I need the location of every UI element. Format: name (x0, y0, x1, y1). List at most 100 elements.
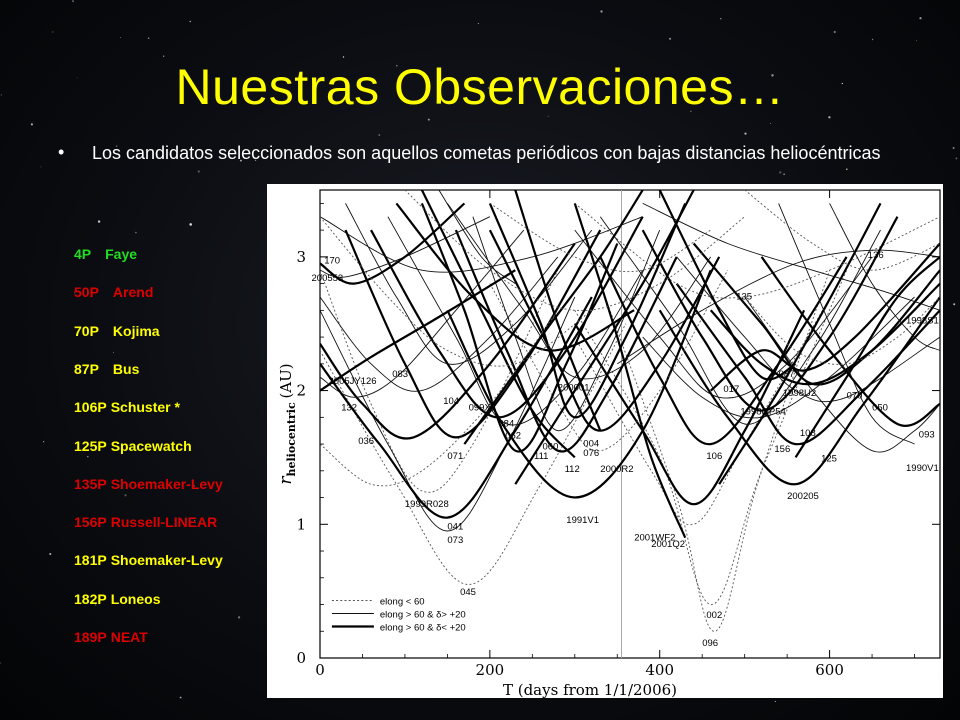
star (30, 123, 33, 126)
comet-curve (573, 309, 806, 506)
comet-curve (599, 256, 848, 446)
star (163, 55, 165, 57)
comet-curve (488, 202, 687, 419)
comet-curve (718, 202, 882, 485)
x-tick-label: 200 (476, 661, 505, 679)
comet-id: 182P (74, 590, 107, 607)
comet-label: 084 (498, 419, 514, 430)
comet-label: 062 (505, 431, 521, 442)
star (97, 220, 101, 223)
star (474, 87, 476, 89)
comet-curve (641, 216, 899, 412)
star (76, 77, 78, 79)
star (477, 23, 479, 25)
comet-name: Schuster * (110, 399, 180, 416)
comet-name: Bus (112, 360, 140, 377)
comet-id: 135P (74, 475, 107, 492)
comet-curve (489, 203, 711, 273)
comet-label: 2001WF2 (634, 532, 675, 543)
comet-id: 156P (74, 514, 107, 531)
star (779, 171, 782, 174)
comet-name: Shoemaker-Levy (110, 475, 223, 492)
comet-list-item: 87P Bus (74, 361, 139, 377)
star (396, 65, 398, 67)
star (342, 56, 345, 58)
comet-label: 002 (706, 610, 722, 621)
comet-curve (574, 283, 839, 526)
comet-curve (676, 256, 940, 403)
star (147, 37, 150, 40)
star (952, 147, 955, 149)
comet-curve (642, 202, 940, 311)
star (239, 159, 242, 162)
comet-curve (514, 190, 695, 485)
comet-label: 1999R028 (405, 499, 449, 510)
star (237, 616, 241, 619)
comet-curve (744, 190, 940, 271)
comet-label: 104 (443, 396, 459, 407)
comet-curve (675, 282, 940, 446)
comet-curve (320, 256, 559, 392)
plot-frame (319, 189, 941, 659)
comet-list-item: 156P Russell-LINEAR (74, 514, 217, 530)
comet-curve (463, 190, 644, 445)
comet-id: 4P (74, 246, 92, 262)
star (600, 10, 603, 13)
bullet-text: Los candidatos seleccionados son aquello… (92, 143, 881, 163)
star (124, 494, 127, 497)
star (771, 74, 774, 77)
comet-name: Loneos (110, 590, 161, 607)
star (618, 96, 621, 99)
comet-curve (420, 202, 619, 453)
comet-label: 045 (460, 587, 476, 598)
comet-label: 156 (774, 444, 790, 455)
comet-label: 1998U2 (783, 388, 816, 399)
comet-id: 106P (74, 399, 107, 416)
star (378, 134, 381, 136)
bullet-dot-icon: • (58, 142, 65, 162)
chart-svg: 1702005531361351998S12005JY1260831320362… (276, 189, 941, 698)
legend-label: elong < 60 (380, 597, 425, 608)
comet-id: 125P (74, 437, 107, 454)
comet-label: 1998S1 (906, 316, 939, 327)
star (770, 122, 772, 124)
star (255, 159, 257, 161)
comet-curve (370, 216, 644, 419)
comet-curve (573, 203, 687, 539)
comet-label: 004 (583, 439, 599, 450)
y-tick-label: 0 (296, 649, 306, 667)
star (871, 38, 874, 41)
star (828, 116, 831, 119)
comet-curve (404, 190, 745, 311)
star (94, 604, 97, 606)
comet-curve (387, 216, 644, 426)
comet-list-item: 135P Shoemaker-Levy (74, 476, 223, 492)
comet-list-item: 181P Shoemaker-Levy (74, 552, 223, 568)
star (120, 37, 121, 38)
comet-curve (320, 242, 576, 440)
comet-curve (574, 203, 940, 299)
star (43, 441, 45, 443)
star (774, 700, 776, 703)
x-tick-label: 0 (315, 661, 325, 679)
comet-curve (829, 203, 940, 351)
comet-list-item: 189P NEAT (74, 629, 148, 645)
comet-list-item: 182P Loneos (74, 591, 160, 607)
star (720, 18, 722, 20)
comet-curve (420, 190, 576, 459)
comet-name: NEAT (110, 629, 148, 645)
comet-curve (320, 270, 559, 493)
comet-curve (454, 229, 678, 453)
heliocentric-distance-chart: 170 200553 136 135 1998S1 2005JY126 083 132 036 2… (267, 184, 943, 698)
comet-label: 1991V1 (566, 515, 599, 526)
comet-curve (488, 229, 721, 432)
star (135, 231, 137, 234)
y-tick-label: 1 (296, 515, 306, 533)
star (669, 37, 672, 40)
star (487, 87, 489, 89)
star (744, 132, 747, 135)
star (115, 145, 118, 147)
comet-curve (320, 296, 576, 532)
comet-label: 112 (565, 464, 580, 475)
comet-label: 106 (706, 451, 722, 462)
